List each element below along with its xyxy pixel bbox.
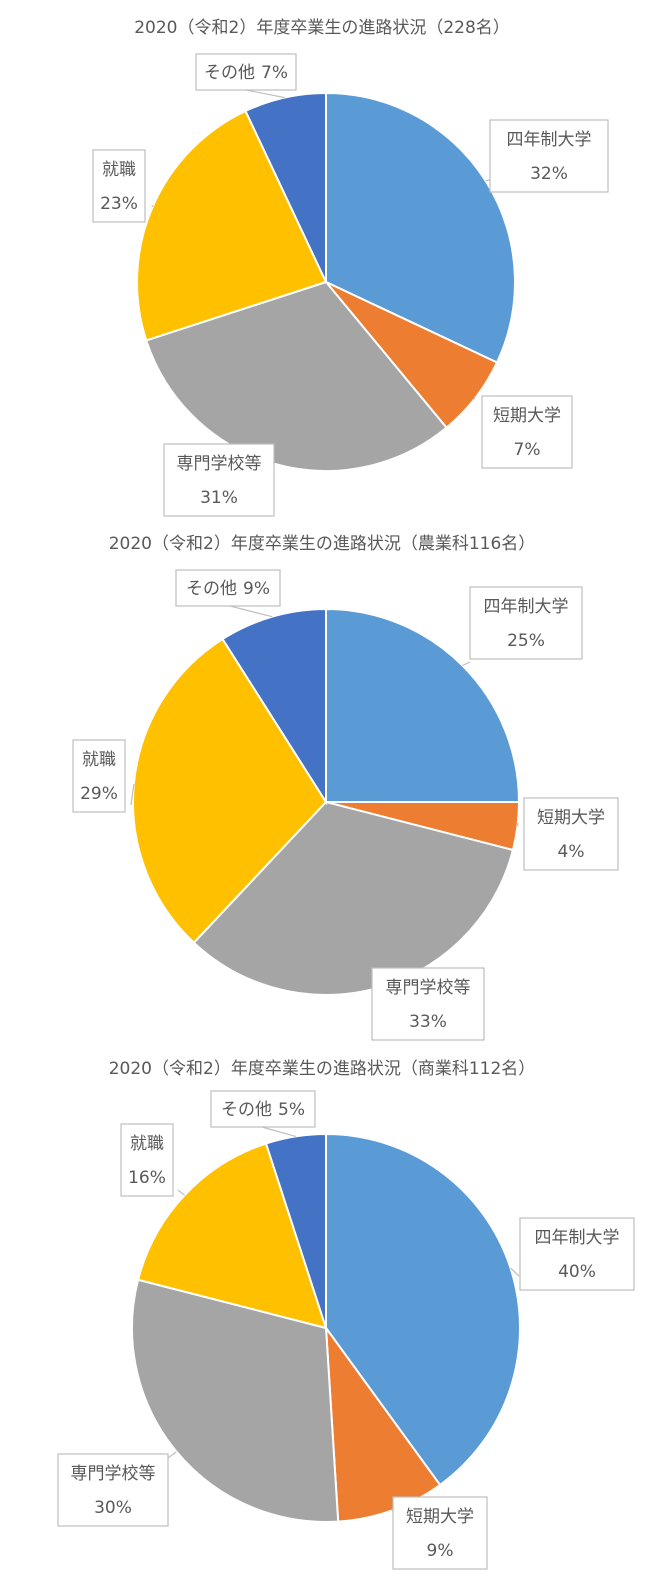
percent-label: 7% <box>514 440 541 460</box>
category-label: 四年制大学 <box>507 130 592 150</box>
chart-title: 2020（令和2）年度卒業生の進路状況（228名） <box>134 18 510 38</box>
category-label: その他 <box>186 579 237 599</box>
data-label: その他 7% <box>204 63 288 83</box>
data-label-box <box>163 443 275 517</box>
category-label: 就職 <box>130 1134 164 1154</box>
category-label: 短期大学 <box>493 406 561 426</box>
category-label: 就職 <box>102 160 136 180</box>
pie-chart-1: 2020（令和2）年度卒業生の進路状況（228名） 四年制大学 32% 短期大学 7% 専… <box>92 18 609 517</box>
percent-label: 31% <box>200 488 238 508</box>
pie-slice <box>325 91 516 364</box>
category-label: 短期大学 <box>406 1507 474 1527</box>
data-label-box <box>72 739 126 813</box>
percent-label: 32% <box>530 164 568 184</box>
data-label-box <box>481 395 573 469</box>
category-label: 就職 <box>82 750 116 770</box>
category-label: 専門学校等 <box>71 1464 156 1484</box>
percent-label: 30% <box>94 1498 132 1518</box>
data-label: その他 9% <box>186 579 270 599</box>
data-label-box <box>210 1090 316 1128</box>
data-label-box <box>120 1123 174 1197</box>
pie-slice <box>136 109 328 342</box>
data-label-box <box>175 569 281 607</box>
percent-label: 9% <box>427 1541 454 1561</box>
data-label-box <box>392 1496 488 1570</box>
category-label: 短期大学 <box>537 808 605 828</box>
chart-title: 2020（令和2）年度卒業生の進路状況（農業科116名） <box>109 534 536 554</box>
chart-title: 2020（令和2）年度卒業生の進路状況（商業科112名） <box>109 1059 536 1079</box>
data-label: その他 5% <box>221 1100 305 1120</box>
pie-slice <box>325 607 521 803</box>
leader-line <box>485 179 491 182</box>
leader-line <box>151 204 154 208</box>
category-label: 四年制大学 <box>484 597 569 617</box>
category-label: 四年制大学 <box>535 1228 620 1248</box>
percent-label: 16% <box>128 1168 166 1188</box>
category-label: その他 <box>204 63 255 83</box>
category-label: 専門学校等 <box>386 978 471 998</box>
leader-line <box>229 605 273 618</box>
pie-slice <box>324 1324 442 1523</box>
percent-label: 9% <box>243 579 270 599</box>
pie-slice <box>325 1132 521 1487</box>
leader-line <box>177 1189 185 1196</box>
percent-label: 25% <box>507 631 545 651</box>
pie-chart-2: 2020（令和2）年度卒業生の進路状況（農業科116名） 四年制大学 25% 短期大学… <box>72 534 619 1041</box>
data-label-box <box>371 967 485 1041</box>
percent-label: 29% <box>80 784 118 804</box>
pie-slice <box>136 1142 328 1330</box>
pie-slice <box>131 1278 340 1524</box>
percent-label: 40% <box>558 1262 596 1282</box>
percent-label: 7% <box>261 63 288 83</box>
category-label: 専門学校等 <box>177 454 262 474</box>
leader-line <box>245 89 285 99</box>
leader-line <box>130 783 135 806</box>
pie-chart-3: 2020（令和2）年度卒業生の進路状況（商業科112名） 四年制大学 40% 短期大学… <box>57 1059 635 1570</box>
data-label-box <box>519 1217 635 1291</box>
leader-line <box>462 661 471 667</box>
leader-line <box>167 1451 177 1459</box>
category-label: その他 <box>221 1100 272 1120</box>
percent-label: 4% <box>558 842 585 862</box>
data-label-box <box>92 149 146 223</box>
percent-label: 23% <box>100 194 138 214</box>
data-label-box <box>195 53 297 91</box>
data-label-box <box>523 797 619 871</box>
data-label-box <box>469 586 583 660</box>
leader-line <box>471 397 476 401</box>
leader-line <box>516 822 519 827</box>
leader-line <box>261 1126 296 1137</box>
data-label-box <box>57 1453 169 1527</box>
leader-line <box>510 1267 520 1277</box>
percent-label: 5% <box>278 1100 305 1120</box>
percent-label: 33% <box>409 1012 447 1032</box>
data-label-box <box>489 119 609 193</box>
